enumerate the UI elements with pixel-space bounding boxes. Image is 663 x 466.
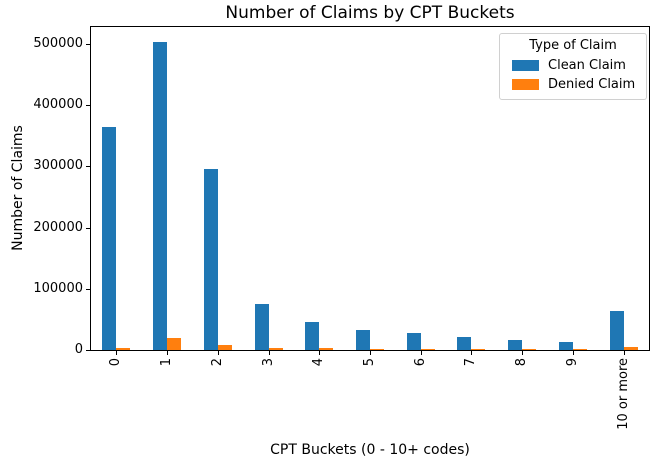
- x-tick-mark-3: [269, 351, 270, 355]
- x-tick-mark-5: [370, 351, 371, 355]
- x-tick-label-1: 1: [159, 358, 174, 367]
- legend-item-clean: Clean Claim: [506, 56, 640, 75]
- legend-label-clean: Clean Claim: [548, 58, 626, 73]
- bar-clean-0: [102, 127, 116, 350]
- x-tick-label-6: 6: [413, 358, 428, 367]
- y-tick-label-200000: 200000: [33, 220, 83, 235]
- chart-title: Number of Claims by CPT Buckets: [225, 3, 515, 23]
- x-tick-mark-2: [218, 351, 219, 355]
- y-tick-mark-0: [86, 350, 90, 351]
- y-tick-label-100000: 100000: [33, 281, 83, 296]
- x-tick-label-7: 7: [463, 358, 478, 367]
- x-tick-mark-4: [319, 351, 320, 355]
- bar-denied-8: [522, 349, 536, 350]
- x-tick-label-3: 3: [261, 358, 276, 367]
- bar-denied-1: [167, 338, 181, 350]
- x-tick-label-10-or-more: 10 or more: [616, 358, 631, 430]
- bar-denied-0: [116, 348, 130, 350]
- y-tick-mark-200000: [86, 228, 90, 229]
- bar-clean-8: [508, 340, 522, 350]
- bar-clean-2: [204, 169, 218, 350]
- bar-denied-3: [269, 348, 283, 350]
- bar-clean-5: [356, 330, 370, 350]
- bar-clean-1: [153, 42, 167, 350]
- x-tick-mark-1: [167, 351, 168, 355]
- y-tick-label-500000: 500000: [33, 36, 83, 51]
- y-tick-mark-100000: [86, 289, 90, 290]
- y-tick-mark-300000: [86, 166, 90, 167]
- x-tick-label-8: 8: [514, 358, 529, 367]
- bar-clean-4: [305, 322, 319, 350]
- bar-denied-7: [471, 349, 485, 350]
- clean-claim-swatch: [512, 60, 539, 71]
- bar-denied-5: [370, 349, 384, 350]
- y-tick-label-300000: 300000: [33, 158, 83, 173]
- x-tick-mark-8: [522, 351, 523, 355]
- x-tick-mark-0: [116, 351, 117, 355]
- x-tick-label-9: 9: [565, 358, 580, 367]
- x-tick-label-4: 4: [311, 358, 326, 367]
- x-tick-mark-10-or-more: [624, 351, 625, 355]
- x-tick-mark-6: [421, 351, 422, 355]
- bar-denied-10-or-more: [624, 347, 638, 350]
- bar-clean-6: [407, 333, 421, 350]
- bar-clean-3: [255, 304, 269, 350]
- denied-claim-swatch: [512, 79, 539, 90]
- y-tick-mark-400000: [86, 105, 90, 106]
- x-tick-mark-7: [471, 351, 472, 355]
- bar-clean-7: [457, 337, 471, 350]
- y-tick-mark-500000: [86, 44, 90, 45]
- legend-label-denied: Denied Claim: [548, 77, 636, 92]
- x-tick-label-2: 2: [210, 358, 225, 367]
- bar-denied-9: [573, 349, 587, 350]
- x-tick-mark-9: [573, 351, 574, 355]
- bar-denied-2: [218, 345, 232, 350]
- bar-denied-6: [421, 349, 435, 350]
- bar-denied-4: [319, 348, 333, 350]
- bar-clean-10-or-more: [610, 311, 624, 350]
- x-tick-label-0: 0: [108, 358, 123, 367]
- x-axis-label: CPT Buckets (0 - 10+ codes): [270, 442, 470, 458]
- legend: Type of Claim Clean Claim Denied Claim: [499, 33, 647, 100]
- bar-clean-9: [559, 342, 573, 350]
- x-tick-label-5: 5: [362, 358, 377, 367]
- y-tick-label-400000: 400000: [33, 97, 83, 112]
- legend-item-denied: Denied Claim: [506, 75, 640, 94]
- y-tick-label-0: 0: [74, 342, 83, 357]
- legend-title: Type of Claim: [529, 38, 617, 53]
